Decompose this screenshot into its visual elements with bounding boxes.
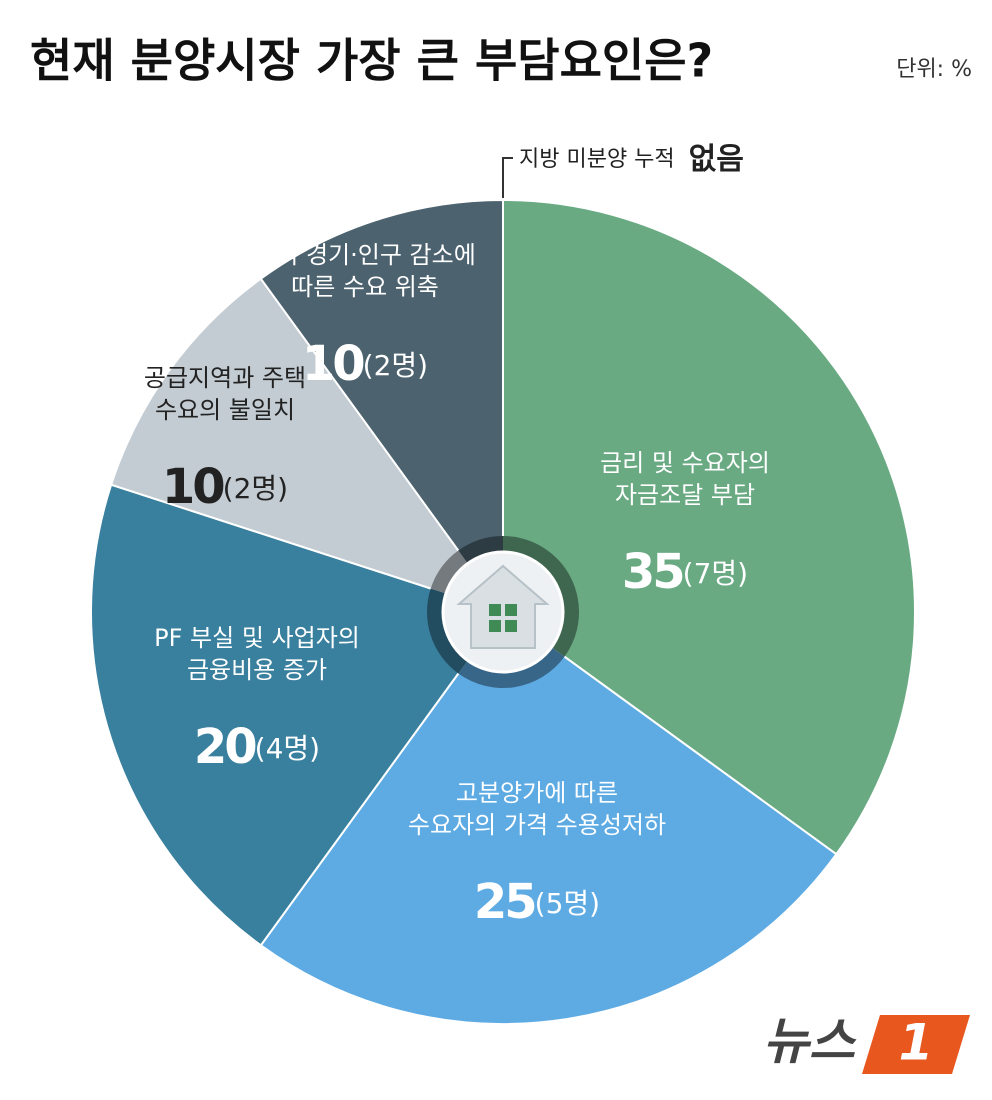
slice-label: 고분양가에 따른 수요자의 가격 수용성저하 (408, 779, 666, 839)
house-window (505, 620, 517, 632)
count-label: (4명) (255, 732, 320, 765)
count-label: (5명) (535, 887, 600, 920)
logo-text: 뉴스 (763, 1013, 857, 1071)
annotation-value: 없음 (689, 142, 744, 177)
slice-value: 10(2명) (162, 459, 288, 515)
slice-value: 25(5명) (474, 874, 600, 930)
value-label: 10 (162, 459, 224, 515)
value-label: 20 (194, 719, 256, 775)
value-label: 25 (474, 874, 535, 930)
logo-badge (862, 1015, 970, 1074)
pie-slice (259, 610, 838, 1025)
annotation-label: 지방 미분양 누적 (519, 147, 675, 172)
count-label: (7명) (683, 557, 748, 590)
annotation-line (502, 157, 513, 198)
annotation: 지방 미분양 누적 없음 (519, 142, 744, 177)
pie-slice (109, 277, 506, 614)
slice-value: 10(2명) (302, 336, 428, 392)
slice-label: PF 부실 및 사업자의 금융비용 증가 (154, 624, 360, 684)
house-window (489, 620, 501, 632)
value-label: 10 (302, 336, 364, 392)
chart-title: 현재 분양시장 가장 큰 부담요인은? (30, 34, 713, 88)
slice-label: 공급지역과 주택 수요의 불일치 (144, 364, 306, 424)
house-window (505, 604, 517, 616)
logo-mark: 1 (899, 1014, 934, 1072)
pie: 금리 및 수요자의 자금조달 부담 35(7명) 고분양가에 따른 수요자의 가격 수용… (90, 142, 916, 1025)
house (456, 564, 550, 649)
value-label: 35 (622, 544, 683, 600)
slice-label: 금리 및 수요자의 자금조달 부담 (600, 449, 770, 509)
slice-value: 20(4명) (194, 719, 320, 775)
pie-slice (502, 198, 916, 856)
count-label: (2명) (363, 349, 428, 382)
slice-label: 지역 경기·인구 감소에 따른 수요 위축 (254, 241, 476, 301)
count-label: (2명) (223, 472, 288, 505)
pie-slice (259, 198, 504, 616)
pie-slice (90, 483, 505, 947)
unit-note: 단위: % (896, 57, 972, 82)
center-icon (427, 536, 579, 688)
logo: 뉴스 1 (763, 1013, 970, 1074)
house-window (489, 604, 501, 616)
slice-value: 35(7명) (622, 544, 748, 600)
